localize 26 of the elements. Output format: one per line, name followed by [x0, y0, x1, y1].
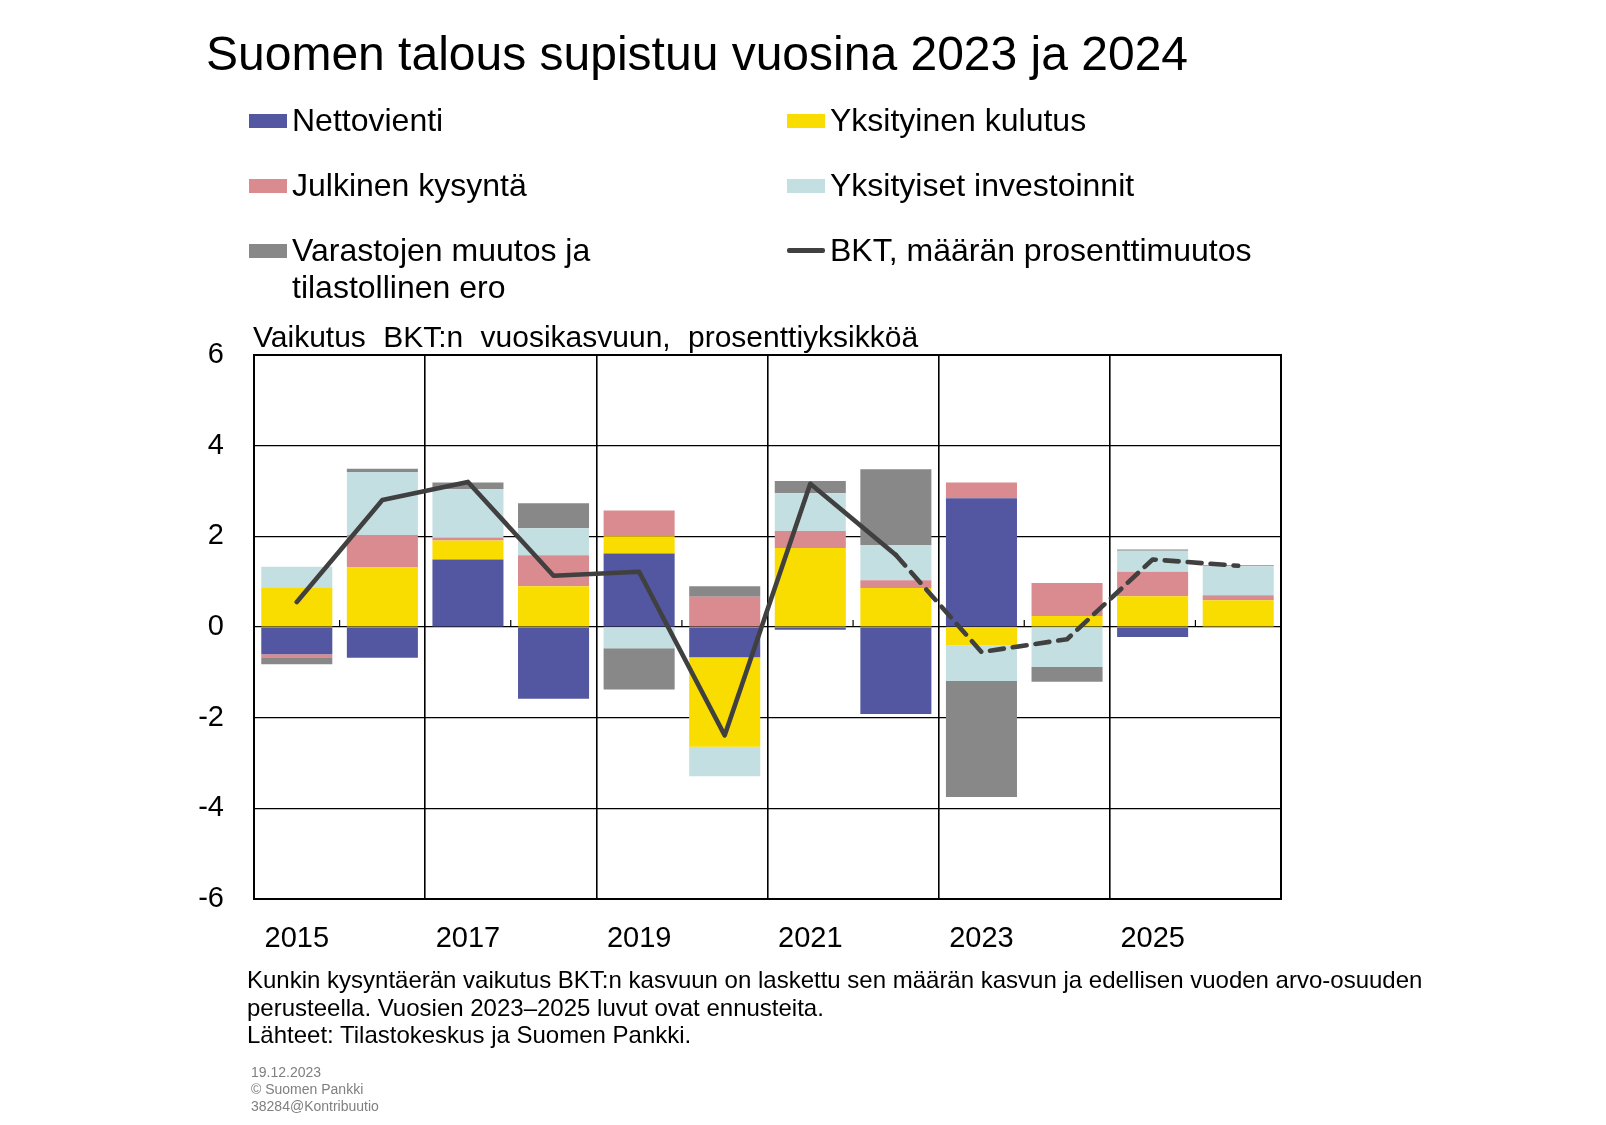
- y-tick-label: -6: [198, 881, 224, 913]
- chart-title: Suomen talous supistuu vuosina 2023 ja 2024: [206, 26, 1189, 82]
- y-tick-label: -4: [198, 790, 224, 823]
- y-tick-label: 6: [207, 337, 224, 369]
- legend-label: BKT, määrän prosenttimuutos: [830, 232, 1252, 269]
- legend-label: Yksityiset investoinnit: [830, 167, 1135, 204]
- y-tick-label: 4: [207, 427, 224, 460]
- x-tick-label: 2023: [949, 921, 1014, 954]
- y-tick-label: 2: [207, 518, 224, 551]
- text: © Suomen Pankki: [251, 1081, 365, 1098]
- x-tick-label: 2019: [606, 921, 672, 954]
- text: 19.12.2023: [251, 1064, 323, 1081]
- text: 38284@Kontribuutio: [251, 1098, 379, 1115]
- x-tick-label: 2015: [264, 921, 330, 954]
- y-tick-label: -2: [198, 699, 224, 732]
- legend-label: Nettovienti: [292, 102, 444, 139]
- legend-label: Varastojen muutos ja tilastollinen ero: [292, 232, 592, 306]
- legend-label: Yksityinen kulutus: [830, 102, 1087, 139]
- x-tick-label: 2021: [778, 921, 843, 954]
- x-tick-label: 2017: [435, 921, 501, 954]
- legend-label: Julkinen kysyntä: [292, 167, 527, 204]
- y-axis-title: Vaikutus BKT:n vuosikasvuun, prosenttiyksikköä: [253, 320, 919, 354]
- text: Kunkin kysyntäerän vaikutus BKT:n kasvuun on laskettu sen määrän kasvun ja edellisen vuoden arvo-osuuden perusteella. Vuosien 2023–2025 luvut ovat ennusteita.: [247, 966, 1424, 1021]
- text: Lähteet: Tilastokeskus ja Suomen Pankki.: [247, 1021, 693, 1049]
- y-tick-label: 0: [207, 609, 224, 641]
- x-tick-label: 2025: [1120, 921, 1185, 954]
